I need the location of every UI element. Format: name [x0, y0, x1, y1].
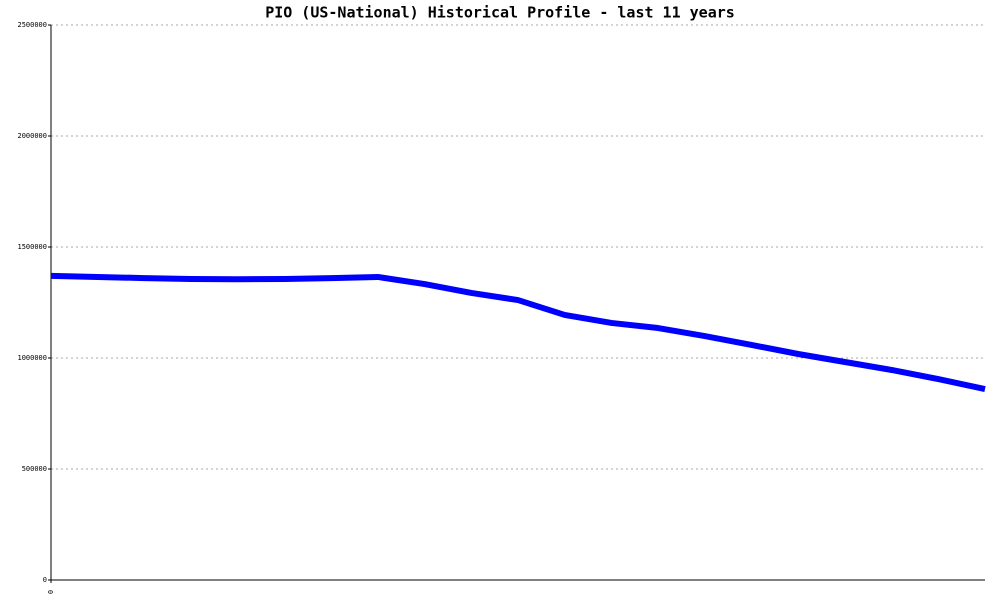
line-series [50, 272, 986, 393]
y-tick-label: 1500000 [17, 243, 47, 251]
x-tick-label: 0 [47, 590, 55, 594]
y-tick-label: 0 [43, 576, 47, 584]
y-tick-label: 500000 [22, 465, 47, 473]
chart-title: PIO (US-National) Historical Profile - l… [265, 4, 735, 22]
y-tick-label: 2000000 [17, 132, 47, 140]
y-tick-label: 1000000 [17, 354, 47, 362]
y-tick-label: 2500000 [17, 21, 47, 29]
